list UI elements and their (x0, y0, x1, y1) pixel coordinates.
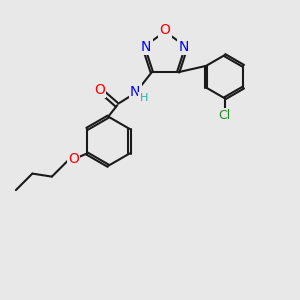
Text: N: N (130, 85, 140, 99)
Text: O: O (68, 152, 79, 166)
Text: Cl: Cl (219, 109, 231, 122)
Text: N: N (141, 40, 151, 54)
Text: O: O (160, 23, 170, 37)
Text: O: O (94, 82, 105, 97)
Text: N: N (179, 40, 189, 54)
Text: H: H (140, 93, 148, 103)
